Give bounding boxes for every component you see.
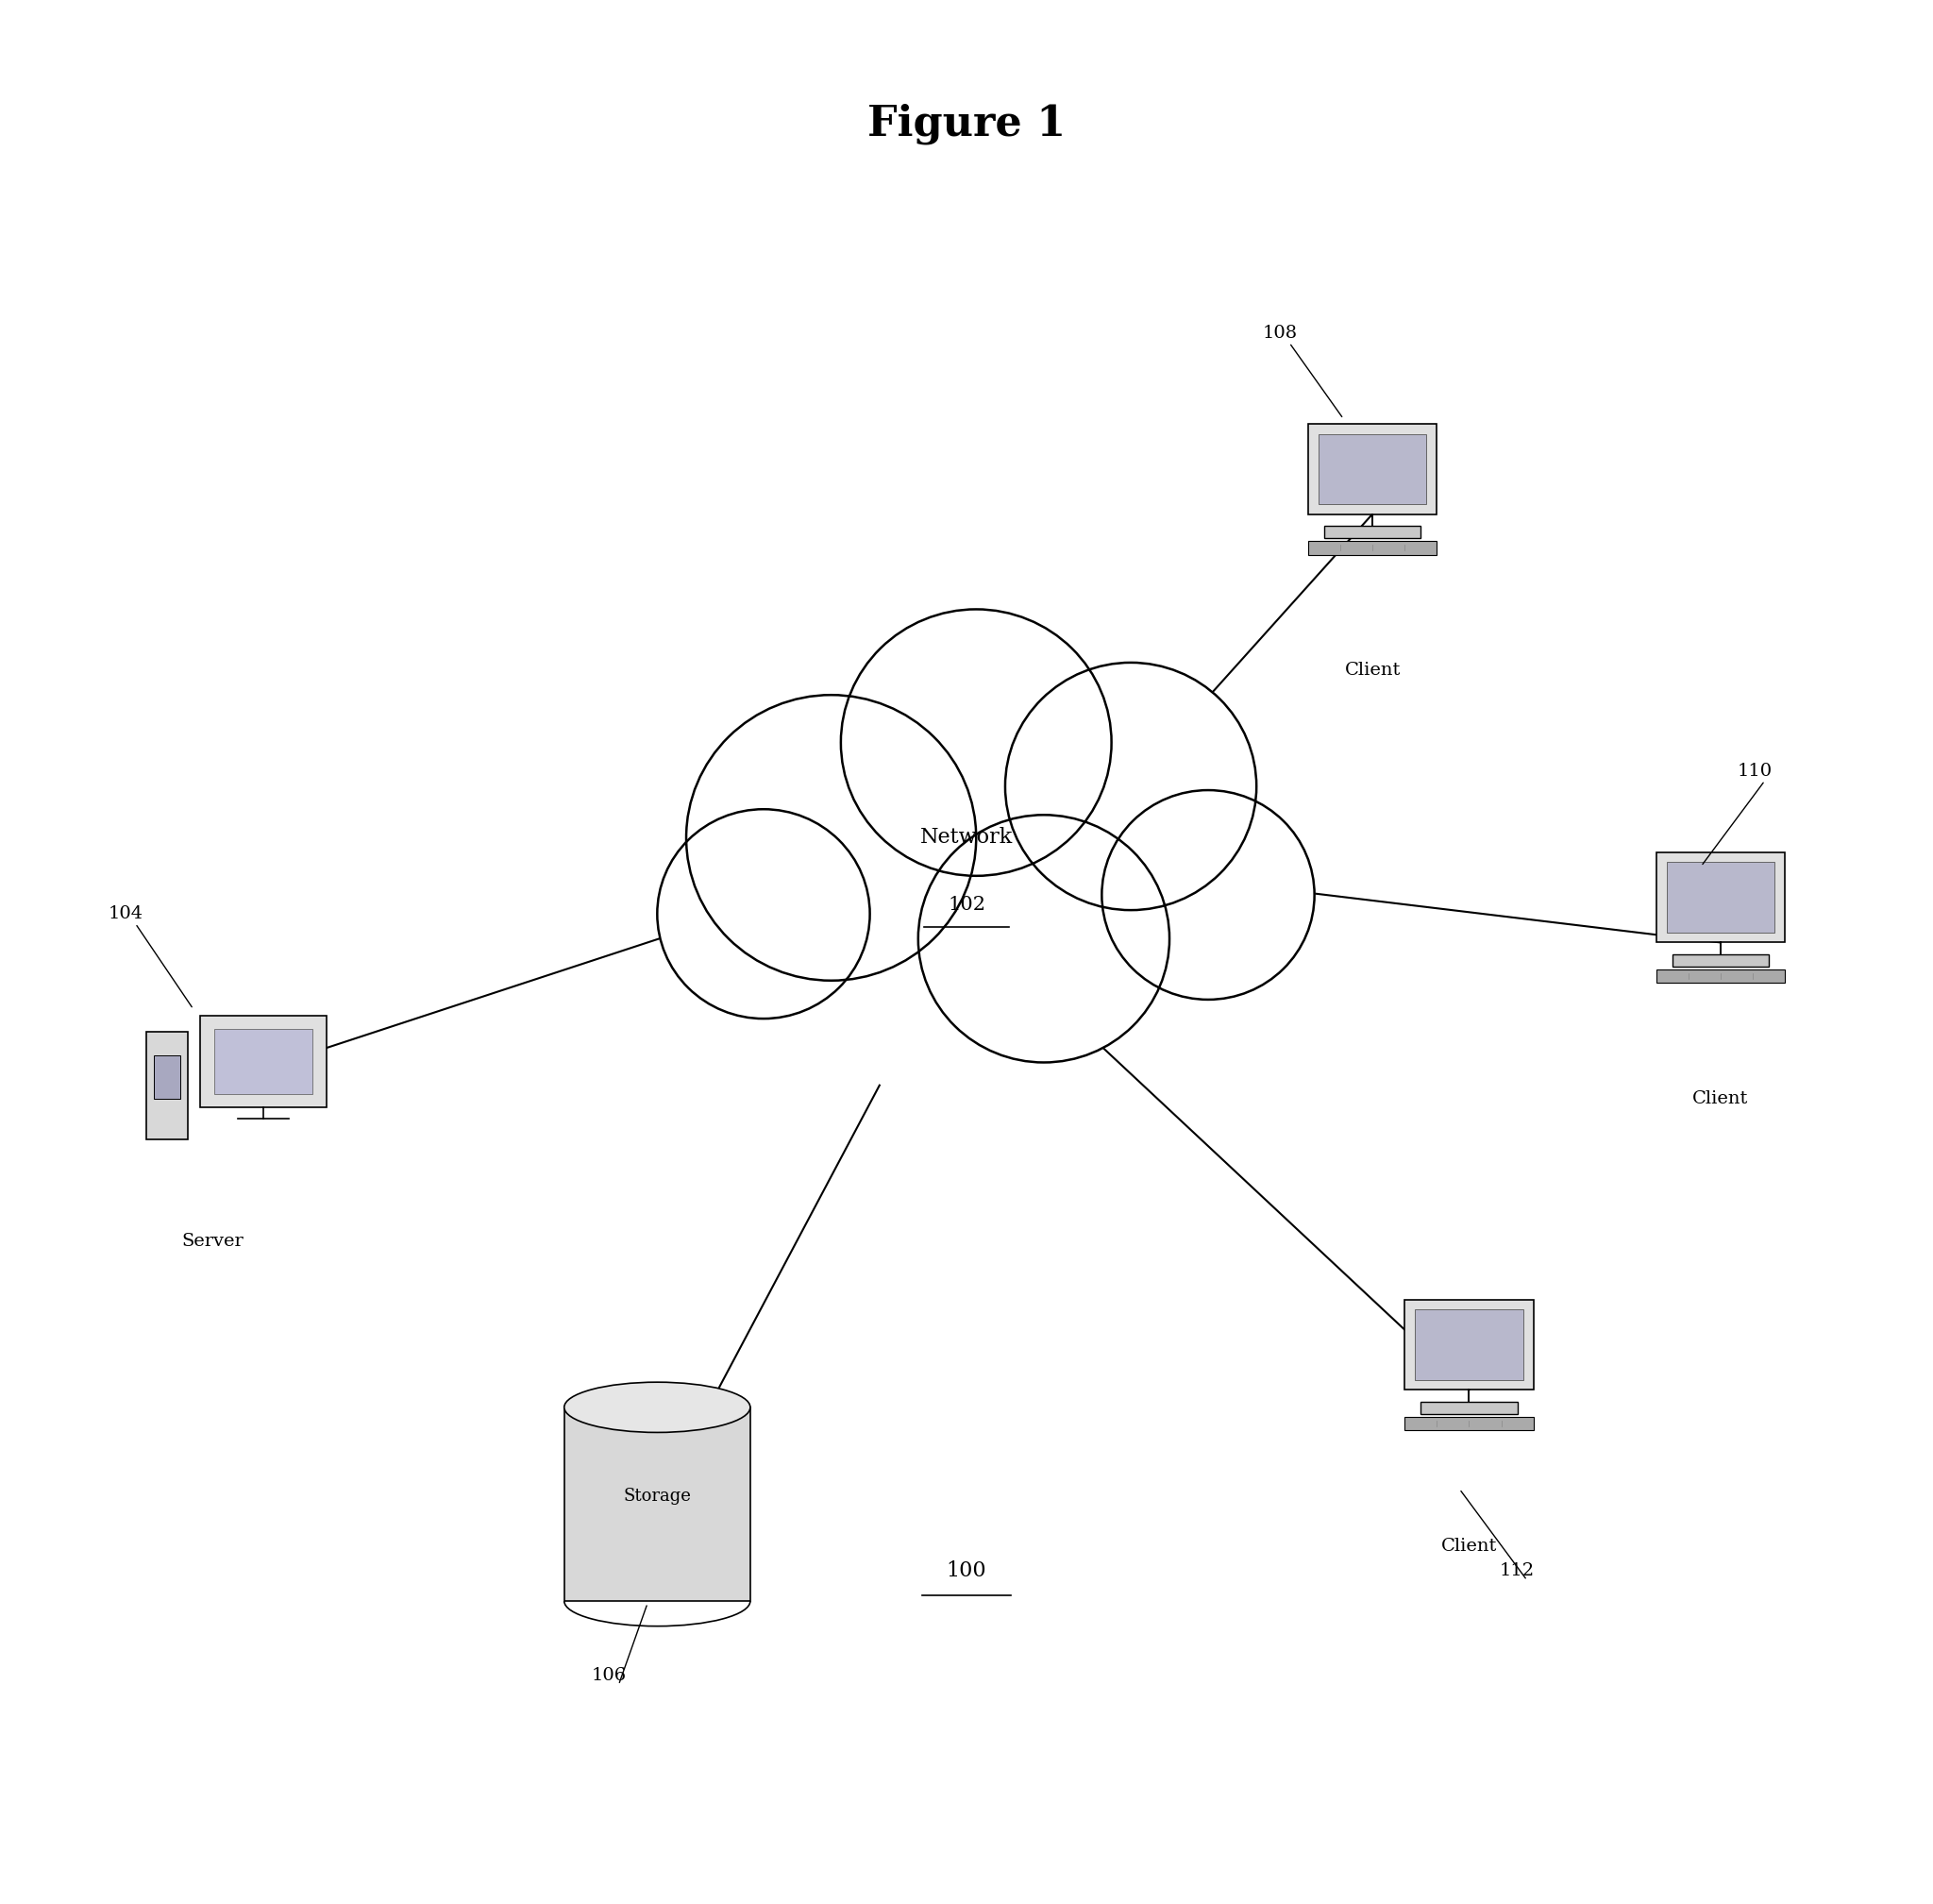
Text: Figure 1: Figure 1 <box>868 103 1065 145</box>
Circle shape <box>686 695 976 981</box>
Circle shape <box>1102 790 1314 1000</box>
FancyBboxPatch shape <box>1309 425 1436 514</box>
FancyBboxPatch shape <box>1421 1401 1517 1415</box>
Text: 108: 108 <box>1262 326 1297 341</box>
FancyBboxPatch shape <box>215 1028 313 1095</box>
FancyBboxPatch shape <box>1666 863 1774 933</box>
Text: 112: 112 <box>1500 1563 1535 1578</box>
Text: Client: Client <box>1345 663 1399 678</box>
Circle shape <box>841 609 1111 876</box>
FancyBboxPatch shape <box>1324 526 1421 539</box>
FancyBboxPatch shape <box>1672 954 1769 967</box>
FancyBboxPatch shape <box>147 1032 188 1140</box>
Text: Server: Server <box>182 1234 244 1249</box>
FancyBboxPatch shape <box>564 1407 750 1601</box>
FancyBboxPatch shape <box>155 1055 180 1099</box>
FancyBboxPatch shape <box>1405 1417 1533 1430</box>
Text: 100: 100 <box>947 1561 986 1580</box>
Text: Storage: Storage <box>622 1487 692 1504</box>
Text: 102: 102 <box>947 895 986 914</box>
Circle shape <box>918 815 1169 1062</box>
FancyBboxPatch shape <box>201 1015 327 1108</box>
Ellipse shape <box>564 1382 750 1432</box>
Text: 110: 110 <box>1738 764 1773 779</box>
FancyBboxPatch shape <box>1657 969 1784 982</box>
FancyBboxPatch shape <box>1309 541 1436 554</box>
Text: Network: Network <box>920 828 1013 847</box>
Circle shape <box>1005 663 1256 910</box>
Text: 106: 106 <box>591 1668 626 1683</box>
Text: Client: Client <box>1693 1091 1747 1106</box>
Circle shape <box>657 809 870 1019</box>
Text: Client: Client <box>1442 1538 1496 1554</box>
FancyBboxPatch shape <box>1657 853 1784 942</box>
FancyBboxPatch shape <box>1318 434 1427 505</box>
Text: 104: 104 <box>108 906 143 922</box>
FancyBboxPatch shape <box>1415 1310 1523 1380</box>
FancyBboxPatch shape <box>1405 1299 1533 1390</box>
